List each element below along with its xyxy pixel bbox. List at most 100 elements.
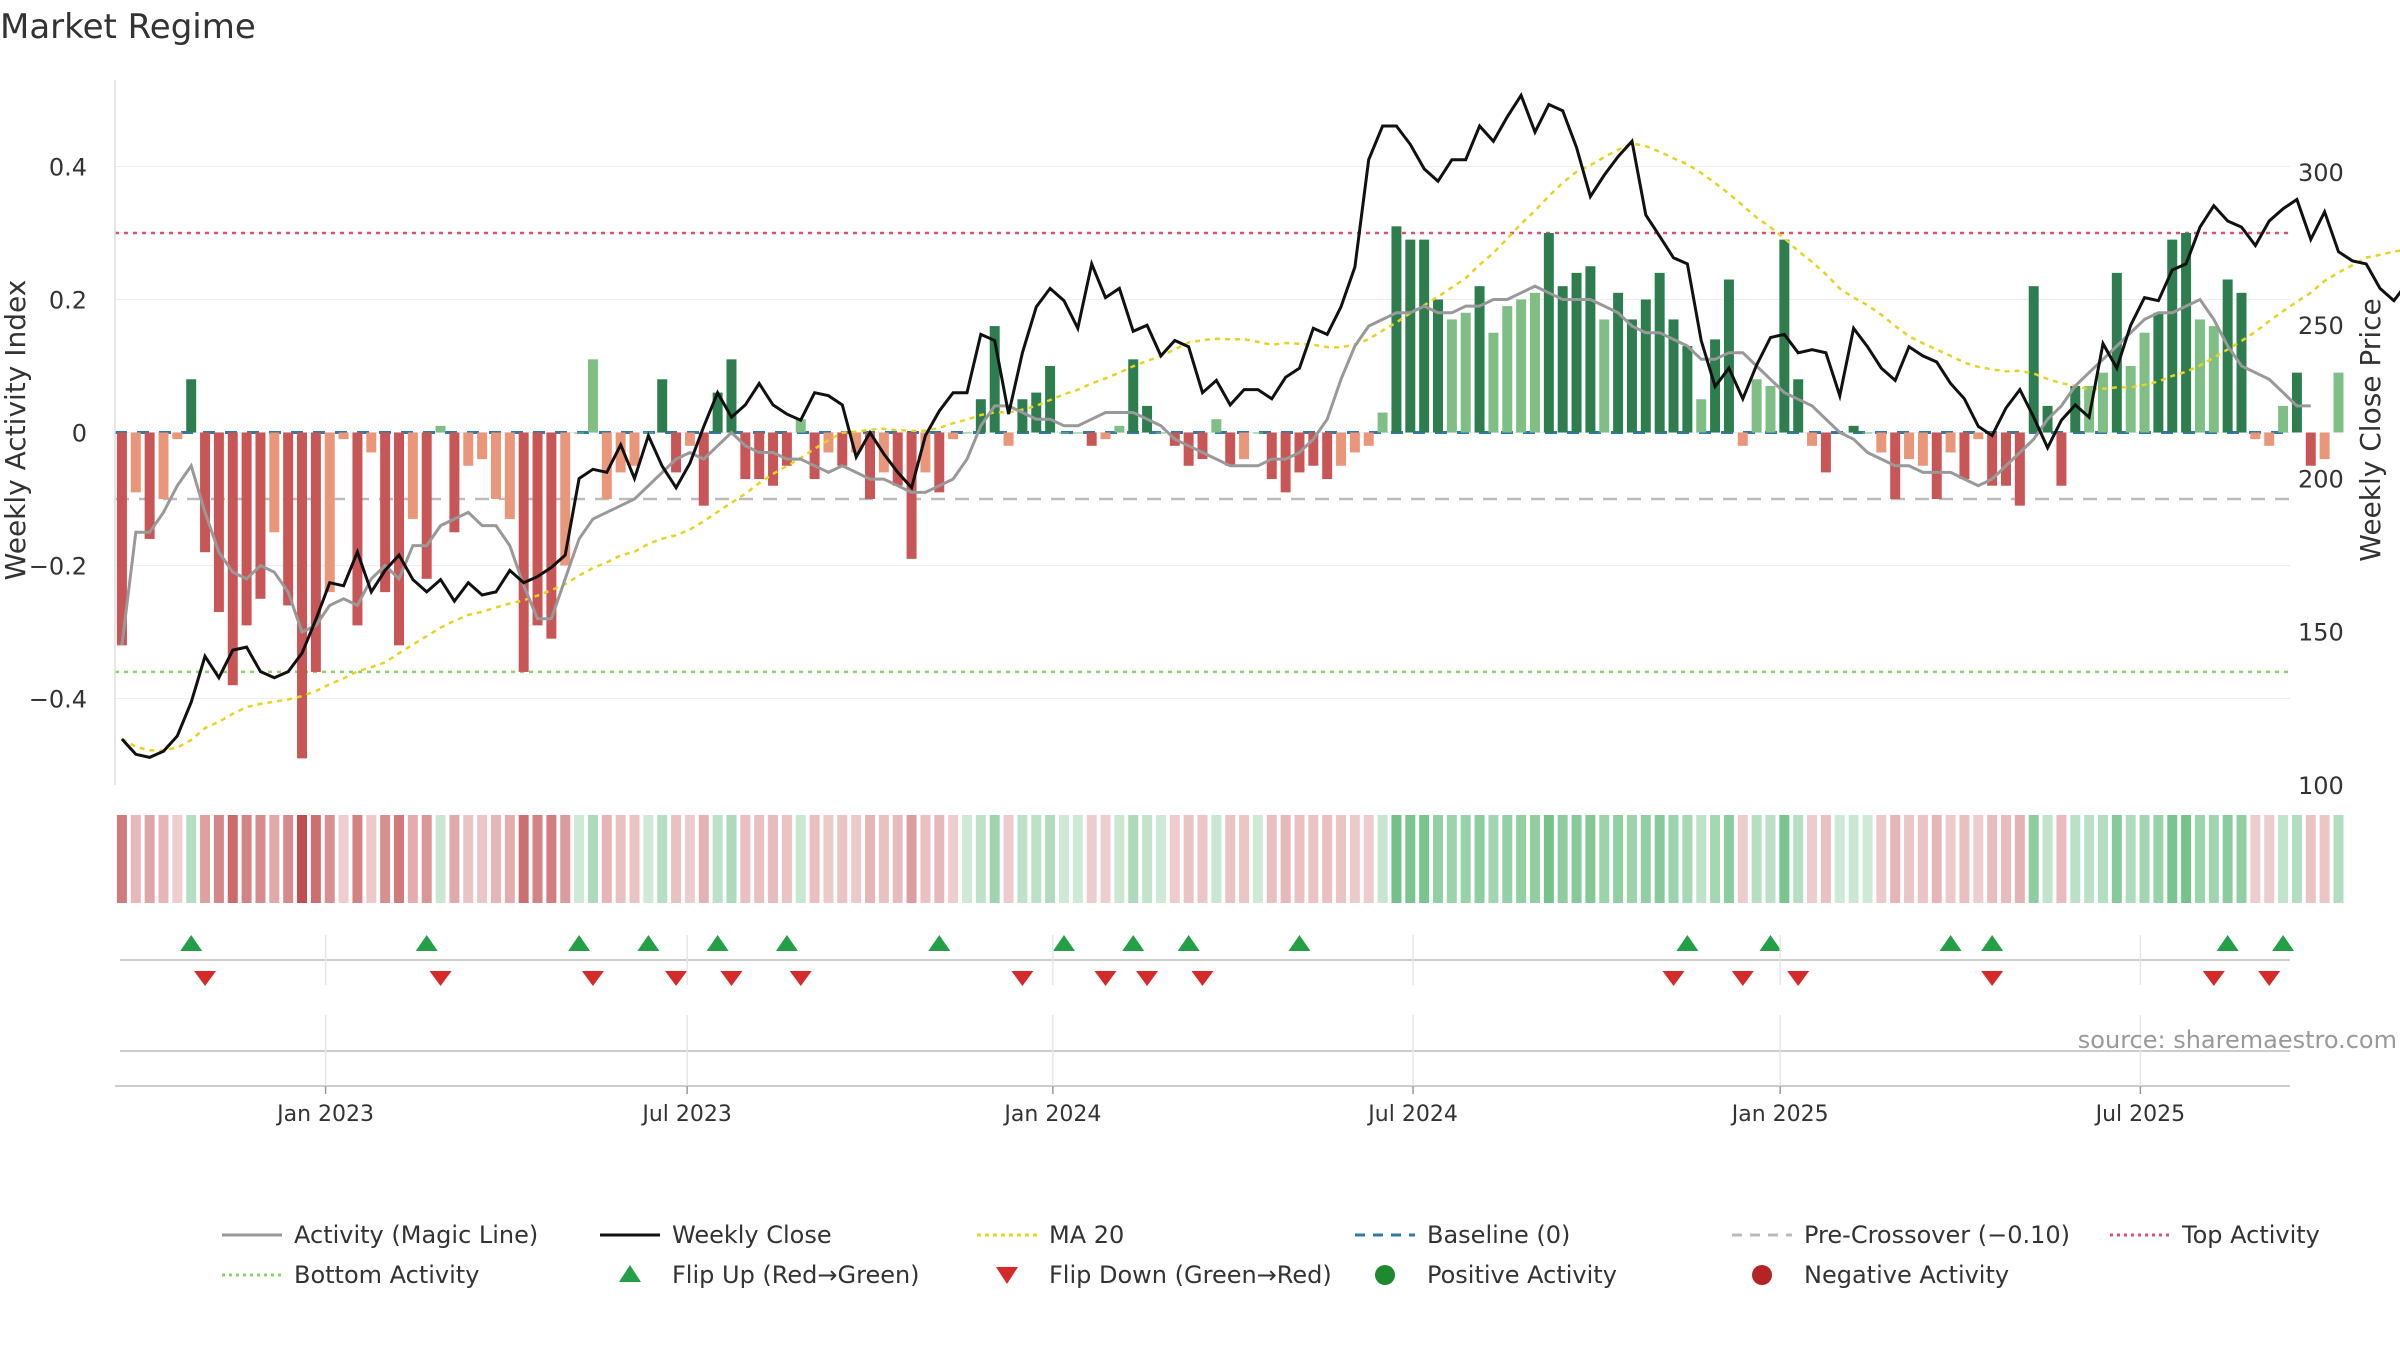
activity-bar — [1377, 412, 1388, 433]
flip-markers-panel — [120, 935, 2295, 986]
heat-strip-cell — [518, 815, 529, 903]
x-tick-label: Jul 2024 — [1366, 1102, 1458, 1127]
heat-strip-cell — [657, 815, 668, 903]
flip-up-marker — [775, 935, 798, 951]
legend-label: Pre-Crossover (−0.10) — [1804, 1221, 2070, 1249]
heat-strip-cell — [338, 815, 349, 903]
activity-bar — [1862, 432, 1873, 434]
activity-bar — [2291, 372, 2302, 433]
activity-bar — [2125, 365, 2136, 433]
y-right-tick-label: 250 — [2298, 312, 2344, 340]
heat-strip-cell — [1446, 815, 1457, 903]
activity-bar — [2333, 372, 2344, 433]
heat-strip-cell — [1710, 815, 1721, 903]
activity-bar — [1086, 432, 1097, 446]
activity-bar — [1613, 292, 1624, 433]
activity-bar — [989, 326, 1000, 433]
regime-heat-strip — [116, 815, 2344, 903]
activity-bar — [587, 359, 598, 433]
activity-bar — [227, 432, 238, 686]
activity-bar — [1336, 432, 1347, 466]
source-note: source: sharemaestro.com — [2078, 1026, 2397, 1054]
activity-bar — [1682, 346, 1693, 433]
activity-bar — [1003, 432, 1014, 446]
heat-strip-cell — [1003, 815, 1014, 903]
activity-bar — [795, 419, 806, 433]
heat-strip-cell — [934, 815, 945, 903]
activity-bar — [574, 432, 585, 434]
activity-bar — [2139, 332, 2150, 433]
heat-strip-cell — [601, 815, 612, 903]
heat-strip-cell — [435, 815, 446, 903]
activity-bar — [2305, 432, 2316, 466]
activity-bar — [1516, 299, 1527, 433]
heat-strip-cell — [255, 815, 266, 903]
heat-strip-cell — [712, 815, 723, 903]
y-right-tick-label: 300 — [2298, 159, 2344, 187]
heat-strip-cell — [1557, 815, 1568, 903]
heat-strip-cell — [560, 815, 571, 903]
axes: 0.4 0.2 0 −0.2 −0.4 300 250 200 150 100 — [29, 80, 2344, 800]
activity-bar — [283, 432, 294, 606]
activity-bar — [1904, 432, 1915, 460]
activity-bar — [906, 432, 917, 559]
heat-strip-cell — [1682, 815, 1693, 903]
flip-up-marker — [568, 935, 591, 951]
activity-bar — [1197, 432, 1208, 460]
activity-bar — [1100, 432, 1111, 440]
activity-bar — [144, 432, 155, 539]
heat-strip-cell — [1807, 815, 1818, 903]
heat-strip-cell — [1502, 815, 1513, 903]
heat-strip-cell — [2097, 815, 2108, 903]
y-left-tick-label: −0.4 — [29, 686, 87, 714]
activity-bar — [1474, 286, 1485, 433]
heat-strip-cell — [865, 815, 876, 903]
activity-magic-line — [120, 284, 2311, 646]
heat-strip-cell — [1100, 815, 1111, 903]
heat-strip-cell — [851, 815, 862, 903]
activity-bar — [740, 432, 751, 480]
activity-bar — [1155, 432, 1166, 434]
x-tick-label: Jul 2025 — [2094, 1102, 2186, 1127]
weekly-close-line — [120, 91, 2400, 759]
activity-bar — [1114, 425, 1125, 433]
activity-bar — [1751, 379, 1762, 433]
activity-bar — [116, 432, 127, 646]
activity-bar — [726, 359, 737, 433]
heat-strip-cell — [975, 815, 986, 903]
activity-bar — [255, 432, 266, 599]
y-right-tick-label: 100 — [2298, 772, 2344, 800]
flip-up-marker — [415, 935, 438, 951]
activity-bar — [1987, 432, 1998, 486]
flip-up-marker — [1052, 935, 1075, 951]
heat-strip-cell — [1322, 815, 1333, 903]
activity-bar — [920, 432, 931, 473]
activity-bar — [158, 432, 169, 500]
heat-strip-cell — [1280, 815, 1291, 903]
heat-strip-cell — [684, 815, 695, 903]
y-left-tick-label: 0 — [72, 420, 87, 448]
heat-strip-cell — [1294, 815, 1305, 903]
heat-strip-cell — [1654, 815, 1665, 903]
activity-bar — [1599, 319, 1610, 433]
series-lines — [120, 91, 2400, 759]
flip-up-marker — [928, 935, 951, 951]
main-plot-panel: 0.4 0.2 0 −0.2 −0.4 300 250 200 150 100 — [29, 80, 2400, 800]
activity-bar — [186, 379, 197, 433]
heat-strip-cell — [2084, 815, 2095, 903]
heat-strip-cell — [989, 815, 1000, 903]
heat-strip-cell — [1751, 815, 1762, 903]
activity-bar — [1252, 432, 1263, 434]
heat-strip-cell — [615, 815, 626, 903]
activity-bar — [1931, 432, 1942, 500]
activity-bar — [1058, 432, 1069, 434]
activity-bar — [407, 432, 418, 519]
activity-bar — [1959, 432, 1970, 480]
heat-strip-cell — [2167, 815, 2178, 903]
activity-bar — [962, 432, 972, 434]
heat-strip-cell — [504, 815, 515, 903]
heat-strip-cell — [1197, 815, 1208, 903]
activity-bar — [1696, 399, 1707, 433]
heat-strip-cell — [962, 815, 972, 903]
heat-strip-cell — [1239, 815, 1250, 903]
